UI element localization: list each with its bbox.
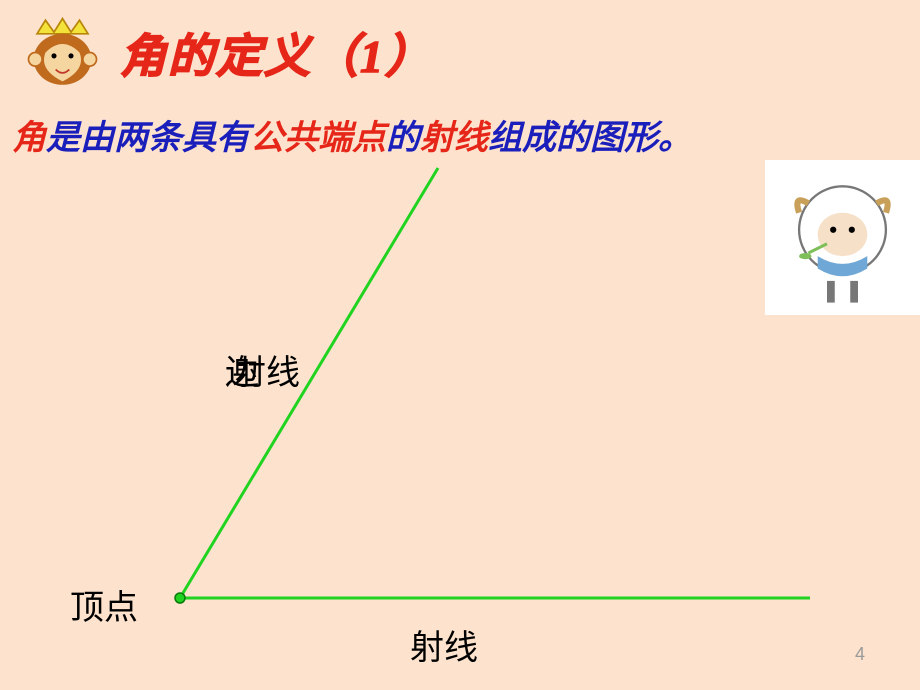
- label-ray-b: 射线: [410, 620, 478, 669]
- def-seg-3: 的: [386, 120, 420, 157]
- label-vertex: 顶点: [70, 580, 138, 629]
- ray-1: [180, 168, 438, 598]
- slide: 角的定义（1） 角是由两条具有公共端点的射线组成的图形。: [0, 0, 920, 690]
- slide-title: 角的定义（1）: [120, 20, 433, 86]
- def-seg-2: 公共端点: [250, 120, 386, 157]
- def-seg-5: 组成的图形。: [488, 120, 692, 157]
- sheep-icon: [765, 160, 920, 315]
- angle-diagram: [0, 0, 920, 690]
- def-seg-0: 角: [12, 120, 46, 157]
- def-seg-4: 射线: [420, 120, 488, 157]
- label-ray-a: 射线: [232, 345, 300, 394]
- vertex-point: [175, 593, 185, 603]
- page-number: 4: [855, 644, 865, 665]
- def-seg-1: 是由两条具有: [46, 120, 250, 157]
- monkey-king-icon: [15, 10, 110, 95]
- definition-text: 角是由两条具有公共端点的射线组成的图形。: [12, 110, 692, 159]
